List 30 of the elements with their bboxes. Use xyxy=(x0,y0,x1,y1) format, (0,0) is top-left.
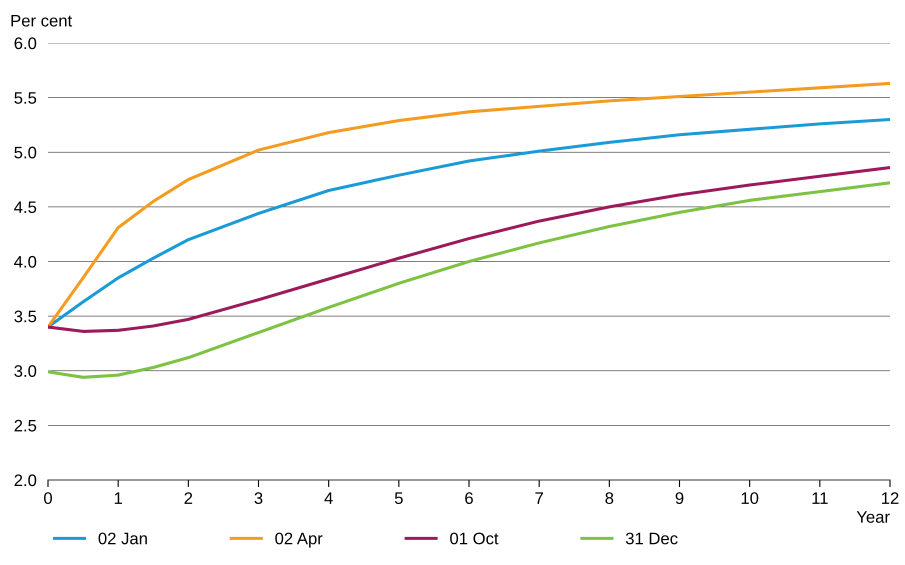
x-tick-label: 10 xyxy=(742,492,758,504)
y-tick-label: 3.5 xyxy=(14,310,36,322)
y-axis-title: Per cent xyxy=(11,14,72,27)
x-tick-label: 2 xyxy=(184,492,192,504)
x-tick-label: 3 xyxy=(254,492,262,504)
y-tick-label: 4.5 xyxy=(14,201,36,214)
x-tick-label: 9 xyxy=(676,492,684,504)
y-tick-label: 3.0 xyxy=(14,365,36,377)
x-tick-label: 11 xyxy=(812,492,828,504)
y-tick-label: 5.0 xyxy=(14,146,36,158)
y-tick-label: 5.5 xyxy=(14,92,36,104)
y-tick-label: 6.0 xyxy=(14,37,36,50)
x-tick-label: 5 xyxy=(394,492,403,504)
legend-label: 31 Dec xyxy=(626,532,678,544)
x-tick-label: 7 xyxy=(535,492,543,504)
x-tick-label: 6 xyxy=(465,492,473,504)
x-axis-title: Year xyxy=(856,511,890,523)
legend-label: 01 Oct xyxy=(450,532,498,544)
x-tick-label: 1 xyxy=(114,492,122,504)
y-tick-label: 2.5 xyxy=(14,420,36,432)
x-tick-label: 12 xyxy=(882,492,898,504)
y-tick-label: 4.0 xyxy=(14,256,36,268)
x-tick-label: 0 xyxy=(44,492,52,504)
x-tick-label: 4 xyxy=(324,492,333,504)
y-tick-label: 2.0 xyxy=(14,474,36,486)
legend-label: 02 Apr xyxy=(275,532,323,548)
x-tick-label: 8 xyxy=(605,492,614,504)
line-series xyxy=(48,181,890,379)
legend-label: 02 Jan xyxy=(98,532,147,544)
line-series xyxy=(48,166,890,333)
